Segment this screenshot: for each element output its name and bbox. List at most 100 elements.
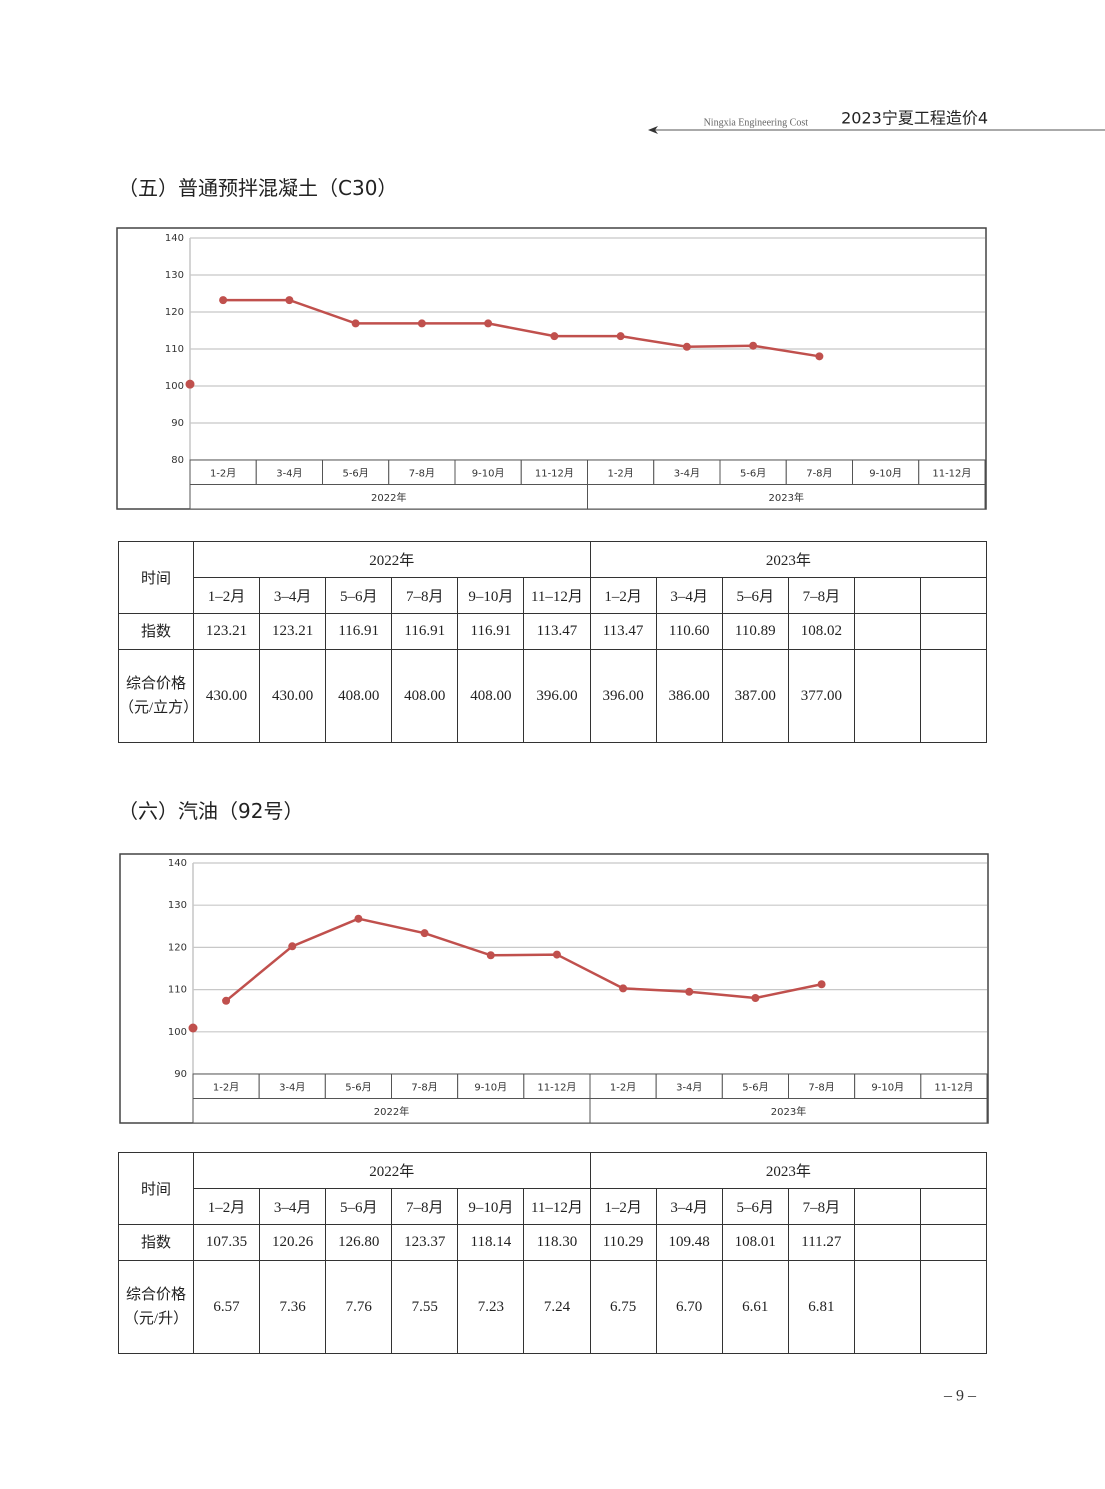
value-cell: 408.00 <box>325 649 393 743</box>
data-point <box>219 296 228 305</box>
value-cell: 123.21 <box>192 613 261 650</box>
group-label: 2022年 <box>374 1105 409 1118</box>
value-cell: 126.80 <box>325 1224 393 1261</box>
year-cell: 2022年 <box>193 541 591 578</box>
y-tick-label: 110 <box>168 985 187 996</box>
y-tick-label: 110 <box>165 344 184 355</box>
y-tick-label: 90 <box>174 1069 187 1080</box>
year-row: 时间 2022年 2023年 <box>118 541 988 614</box>
data-row: 综合价格 （元/立方） 430.00 430.00 408.00 408.00 408.00… <box>118 649 988 743</box>
x-tick-label: 11-12月 <box>934 1081 973 1093</box>
row-label-line: 指数 <box>140 623 171 640</box>
series-line <box>223 298 820 358</box>
value-cell: 123.21 <box>259 613 327 650</box>
y-tick-label: 130 <box>165 270 184 281</box>
month-cell: 3–4月 <box>259 577 327 614</box>
data-point <box>354 914 363 923</box>
month-cell: 7–8月 <box>391 577 459 614</box>
x-tick-label: 5-6月 <box>740 467 766 479</box>
y-tick-label: 80 <box>171 455 184 466</box>
category-cell <box>653 459 721 485</box>
empty-cell <box>919 1224 988 1261</box>
value-cell: 396.00 <box>523 649 591 743</box>
value-cell: 7.36 <box>259 1260 327 1354</box>
value-cell: 7.76 <box>325 1260 393 1354</box>
x-tick-label: 5-6月 <box>342 467 368 479</box>
value-cell: 7.23 <box>457 1260 525 1354</box>
data-point <box>685 987 694 996</box>
empty-cell <box>853 613 921 650</box>
y-tick-label: 130 <box>168 900 187 911</box>
year-cell: 2022年 <box>193 1152 591 1189</box>
data-point <box>484 319 493 328</box>
month-cell: 3–4月 <box>655 1188 723 1225</box>
month-cell: 3–4月 <box>655 577 723 614</box>
empty-cell <box>853 1224 921 1261</box>
x-tick-label: 7-8月 <box>808 1081 834 1093</box>
row-label-line: 指数 <box>140 1234 171 1251</box>
x-tick-label: 9-10月 <box>474 1081 507 1093</box>
y-tick-label: 140 <box>165 233 184 244</box>
group-cell <box>189 484 588 510</box>
value-cell: 108.01 <box>721 1224 789 1261</box>
month-cell: 9–10月 <box>457 1188 525 1225</box>
data-point <box>749 341 758 350</box>
group-cell <box>587 484 986 510</box>
y-tick-label: 100 <box>168 1027 187 1038</box>
value-cell: 6.70 <box>655 1260 723 1354</box>
data-point <box>552 950 561 959</box>
x-tick-label: 11-12月 <box>535 467 574 479</box>
value-cell: 430.00 <box>259 649 327 743</box>
value-cell: 6.81 <box>787 1260 855 1354</box>
data-point <box>550 332 559 341</box>
start-point <box>188 1023 198 1033</box>
x-tick-label: 11-12月 <box>932 467 971 479</box>
page-number: – 9 – <box>943 1388 977 1405</box>
month-cell: 5–6月 <box>325 577 393 614</box>
month-cell: 7–8月 <box>391 1188 459 1225</box>
x-tick-label: 1-2月 <box>213 1081 239 1093</box>
row-label: 指数 <box>118 613 194 650</box>
month-cell: 5–6月 <box>721 1188 789 1225</box>
row-label-line: （元/立方） <box>119 700 199 716</box>
x-tick-label: 1-2月 <box>607 467 633 479</box>
y-tick-label: 90 <box>171 418 184 429</box>
data-row: 指数 123.21 123.21 116.91 116.91 116.91 113.47 11… <box>118 613 988 650</box>
data-point <box>616 332 625 341</box>
data-row: 综合价格 （元/升） 6.57 7.36 7.76 7.55 7.23 7.24 6.75 6.7… <box>118 1260 988 1354</box>
year-cell: 2023年 <box>589 1152 988 1189</box>
data-point <box>751 993 760 1002</box>
month-cell: 1–2月 <box>192 1188 261 1225</box>
month-cell: 9–10月 <box>457 577 525 614</box>
header-arrow <box>648 126 658 134</box>
value-cell: 396.00 <box>589 649 657 743</box>
value-cell: 6.75 <box>589 1260 657 1354</box>
y-tick-label: 140 <box>168 858 187 869</box>
x-tick-label: 9-10月 <box>871 1081 904 1093</box>
month-cell: 11–12月 <box>523 1188 591 1225</box>
group-cell <box>589 1098 988 1124</box>
month-cell: 5–6月 <box>721 577 789 614</box>
value-cell: 116.91 <box>391 613 459 650</box>
category-cell <box>255 459 323 485</box>
empty-cell <box>853 577 921 614</box>
data-point <box>817 980 826 989</box>
value-cell: 6.61 <box>721 1260 789 1354</box>
chart-title: （五）普通预拌混凝土（C30） <box>118 176 398 200</box>
empty-cell <box>919 1188 988 1225</box>
value-cell: 120.26 <box>259 1224 327 1261</box>
x-tick-label: 3-4月 <box>279 1081 305 1093</box>
row-label: 指数 <box>118 1224 194 1261</box>
category-cell <box>520 459 588 485</box>
value-cell: 116.91 <box>325 613 393 650</box>
value-cell: 7.55 <box>391 1260 459 1354</box>
month-cell: 5–6月 <box>325 1188 393 1225</box>
value-cell: 116.91 <box>457 613 525 650</box>
series-line <box>225 917 822 1002</box>
x-tick-label: 7-8月 <box>409 467 435 479</box>
data-point <box>420 929 429 938</box>
data-point <box>486 951 495 960</box>
value-cell: 408.00 <box>457 649 525 743</box>
